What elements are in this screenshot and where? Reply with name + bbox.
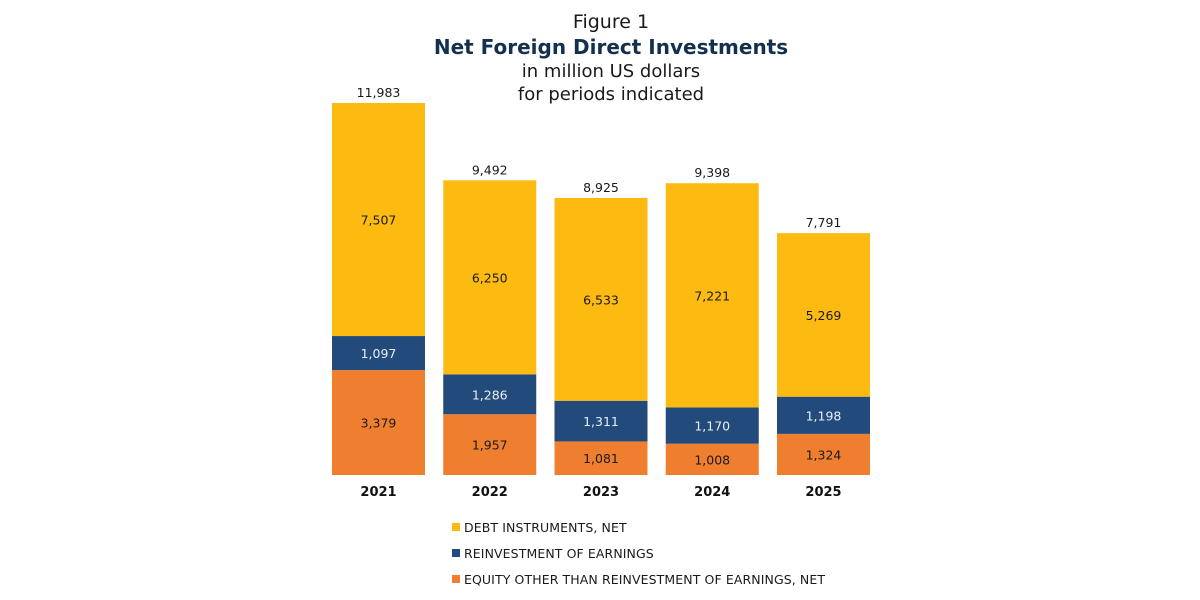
- bar-segment-reinvest-2022: [443, 374, 537, 415]
- x-tick-label-2024: 2024: [694, 485, 730, 500]
- total-label-2022: 9,492: [472, 162, 508, 177]
- legend-swatch-debt: [452, 523, 460, 531]
- total-label-2024: 9,398: [694, 165, 730, 180]
- legend-label-debt: DEBT INSTRUMENTS, NET: [464, 519, 627, 535]
- segment-label-equity-2022: 1,957: [472, 438, 508, 453]
- legend-swatch-equity: [452, 575, 460, 583]
- total-label-2023: 8,925: [583, 180, 619, 195]
- segment-label-reinvest-2023: 1,311: [583, 414, 619, 429]
- total-label-2025: 7,791: [806, 215, 842, 230]
- legend-item-reinvestment: REINVESTMENT OF EARNINGS: [452, 540, 825, 566]
- legend-item-debt: DEBT INSTRUMENTS, NET: [452, 514, 825, 540]
- bar-segment-reinvest-2023: [554, 400, 648, 442]
- segment-label-debt-2025: 5,269: [806, 308, 842, 323]
- total-label-2021: 11,983: [357, 85, 401, 100]
- segment-label-debt-2023: 6,533: [583, 292, 619, 307]
- bar-segment-debt-2022: [443, 180, 537, 375]
- bar-segment-equity-2023: [554, 441, 648, 475]
- chart-subtitle-period: for periods indicated: [517, 84, 705, 105]
- x-tick-label-2025: 2025: [805, 485, 841, 500]
- segment-label-debt-2021: 7,507: [361, 213, 397, 228]
- legend-label-reinvestment: REINVESTMENT OF EARNINGS: [464, 545, 654, 561]
- legend-item-equity: EQUITY OTHER THAN REINVESTMENT OF EARNIN…: [452, 566, 825, 592]
- figure-number: Figure 1: [572, 11, 650, 33]
- x-tick-label-2023: 2023: [583, 485, 619, 500]
- bar-segment-equity-2024: [665, 443, 759, 475]
- segment-label-reinvest-2025: 1,198: [806, 408, 842, 423]
- chart-subtitle-units: in million US dollars: [521, 61, 701, 82]
- x-tick-label-2022: 2022: [472, 485, 508, 500]
- chart-title-block: Figure 1 Net Foreign Direct Investments …: [0, 10, 1200, 106]
- bar-segment-debt-2023: [554, 197, 648, 401]
- segment-label-equity-2021: 3,379: [361, 416, 397, 431]
- legend-swatch-reinvestment: [452, 549, 460, 557]
- bar-segment-reinvest-2025: [777, 396, 870, 434]
- segment-label-reinvest-2022: 1,286: [472, 387, 508, 402]
- bar-segment-debt-2021: [332, 103, 425, 337]
- segment-label-equity-2025: 1,324: [806, 447, 842, 462]
- legend: DEBT INSTRUMENTS, NET REINVESTMENT OF EA…: [452, 514, 825, 592]
- segment-label-reinvest-2021: 1,097: [361, 346, 397, 361]
- bar-segment-equity-2021: [332, 370, 425, 475]
- segment-label-reinvest-2024: 1,170: [694, 419, 730, 434]
- bar-segment-debt-2024: [665, 183, 759, 408]
- bar-segment-equity-2022: [443, 414, 537, 475]
- bar-segment-debt-2025: [777, 233, 870, 397]
- segment-label-debt-2024: 7,221: [694, 288, 730, 303]
- segment-label-equity-2024: 1,008: [694, 452, 730, 467]
- x-tick-label-2021: 2021: [360, 485, 396, 500]
- chart-title: Net Foreign Direct Investments: [433, 35, 789, 59]
- bar-segment-reinvest-2021: [332, 336, 425, 371]
- segment-label-debt-2022: 6,250: [472, 270, 508, 285]
- legend-label-equity: EQUITY OTHER THAN REINVESTMENT OF EARNIN…: [464, 571, 826, 587]
- bar-segment-reinvest-2024: [665, 407, 759, 444]
- segment-label-equity-2023: 1,081: [583, 451, 619, 466]
- bar-segment-equity-2025: [777, 433, 870, 475]
